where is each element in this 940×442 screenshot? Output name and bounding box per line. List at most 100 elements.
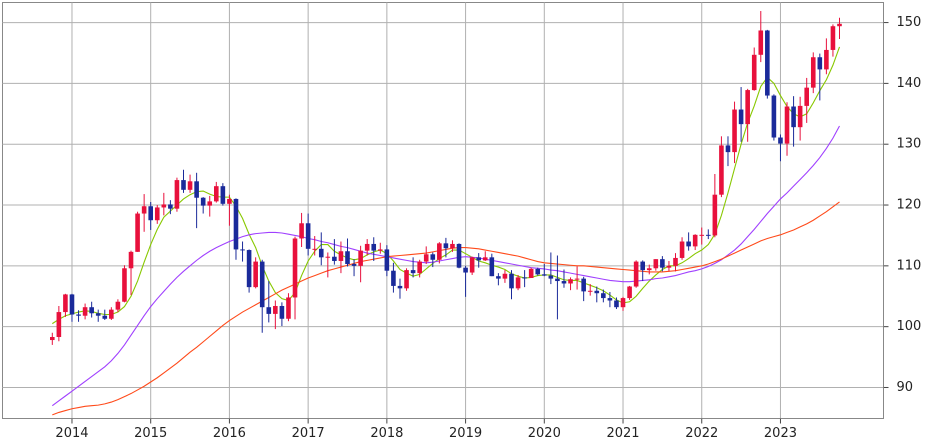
candle-body	[509, 273, 514, 289]
candle-body	[109, 309, 114, 319]
x-tick-label: 2014	[55, 426, 88, 441]
candle-body	[404, 270, 409, 289]
candle-body	[528, 268, 534, 279]
candle-body	[220, 186, 226, 204]
candle-body	[804, 87, 809, 106]
candle-body	[646, 268, 652, 271]
candle-body	[751, 54, 757, 91]
axes: 90 100 110 120 130 140 150 2014 2015 2016 2017 2018…	[55, 15, 921, 441]
candle-body	[542, 274, 547, 276]
candle-body	[627, 286, 632, 299]
candle-body	[482, 257, 488, 261]
candle-body	[141, 206, 147, 214]
candle-body	[568, 279, 573, 284]
candle-body	[561, 281, 567, 284]
candle-body	[463, 267, 468, 273]
candle-body	[240, 249, 245, 251]
candle-body	[135, 213, 140, 252]
candle-body	[286, 297, 291, 319]
candle-body	[207, 201, 213, 206]
y-tick-label: 120	[897, 198, 922, 213]
candle-body	[128, 251, 134, 269]
candle-body	[200, 197, 206, 206]
x-tick-label: 2022	[685, 426, 718, 441]
candle-body	[181, 180, 186, 190]
candle-body	[640, 261, 645, 271]
candle-body	[312, 248, 317, 250]
candle-body	[765, 30, 770, 96]
x-tick-label: 2018	[370, 426, 403, 441]
candle-body	[548, 275, 554, 279]
candle-body	[830, 26, 836, 50]
candle-body	[410, 270, 416, 274]
x-tick-label: 2023	[764, 426, 797, 441]
x-tick-label: 2017	[292, 426, 325, 441]
candle-body	[679, 241, 685, 258]
candle-body	[371, 243, 377, 251]
candle-body	[450, 243, 455, 249]
candle-body	[253, 261, 258, 288]
candle-body	[168, 204, 173, 209]
candle-body	[515, 277, 521, 289]
candle-body	[338, 251, 344, 261]
candle-body	[305, 223, 311, 249]
candle-body	[397, 285, 403, 289]
candle-body	[797, 105, 803, 128]
candle-body	[56, 312, 62, 338]
candle-body	[587, 290, 593, 292]
candle-body	[581, 278, 586, 292]
candle-body	[810, 57, 816, 88]
candle-body	[378, 249, 383, 251]
y-tick-label: 130	[897, 137, 922, 152]
candle-body	[607, 298, 613, 301]
candle-body	[469, 257, 475, 273]
candle-body	[791, 106, 796, 128]
candle-body	[194, 181, 199, 198]
candle-body	[358, 250, 363, 266]
candle-body	[214, 186, 219, 202]
grid	[2, 2, 884, 419]
candle-body	[496, 276, 501, 279]
candle-body	[594, 290, 600, 294]
candle-body	[614, 300, 619, 308]
candle-body	[423, 254, 429, 262]
candle-body	[161, 204, 167, 208]
candle-body	[620, 298, 626, 308]
y-tick-label: 140	[897, 76, 922, 91]
candle-body	[63, 294, 68, 313]
candle-body	[660, 259, 665, 268]
candle-body	[148, 206, 153, 221]
candle-body	[246, 250, 252, 288]
candle-body	[122, 268, 127, 302]
candle-body	[699, 234, 705, 236]
candle-body	[745, 90, 750, 125]
candle-body	[673, 257, 678, 266]
candle-body	[817, 57, 823, 70]
x-tick-label: 2021	[606, 426, 639, 441]
candle-body	[279, 305, 285, 319]
candle-body	[95, 313, 101, 316]
candle-body	[299, 223, 304, 239]
candle-body	[633, 261, 639, 287]
candle-body	[437, 243, 442, 260]
y-tick-label: 90	[897, 380, 914, 395]
y-tick-label: 150	[897, 15, 922, 30]
candle-body	[89, 307, 94, 314]
candle-body	[837, 23, 842, 27]
candle-body	[692, 234, 698, 247]
candle-body	[824, 49, 829, 70]
candle-body	[115, 301, 121, 310]
moving-average-line	[51, 125, 840, 407]
plot-frame	[2, 2, 884, 419]
candle-body	[535, 268, 541, 275]
candle-body	[76, 314, 81, 316]
candle-body	[351, 264, 357, 266]
candle-body	[227, 198, 232, 204]
y-tick-label: 100	[897, 319, 922, 334]
candle-body	[706, 234, 711, 236]
candle-body	[666, 265, 672, 268]
candle-body	[555, 278, 560, 282]
candle-body	[653, 259, 659, 269]
